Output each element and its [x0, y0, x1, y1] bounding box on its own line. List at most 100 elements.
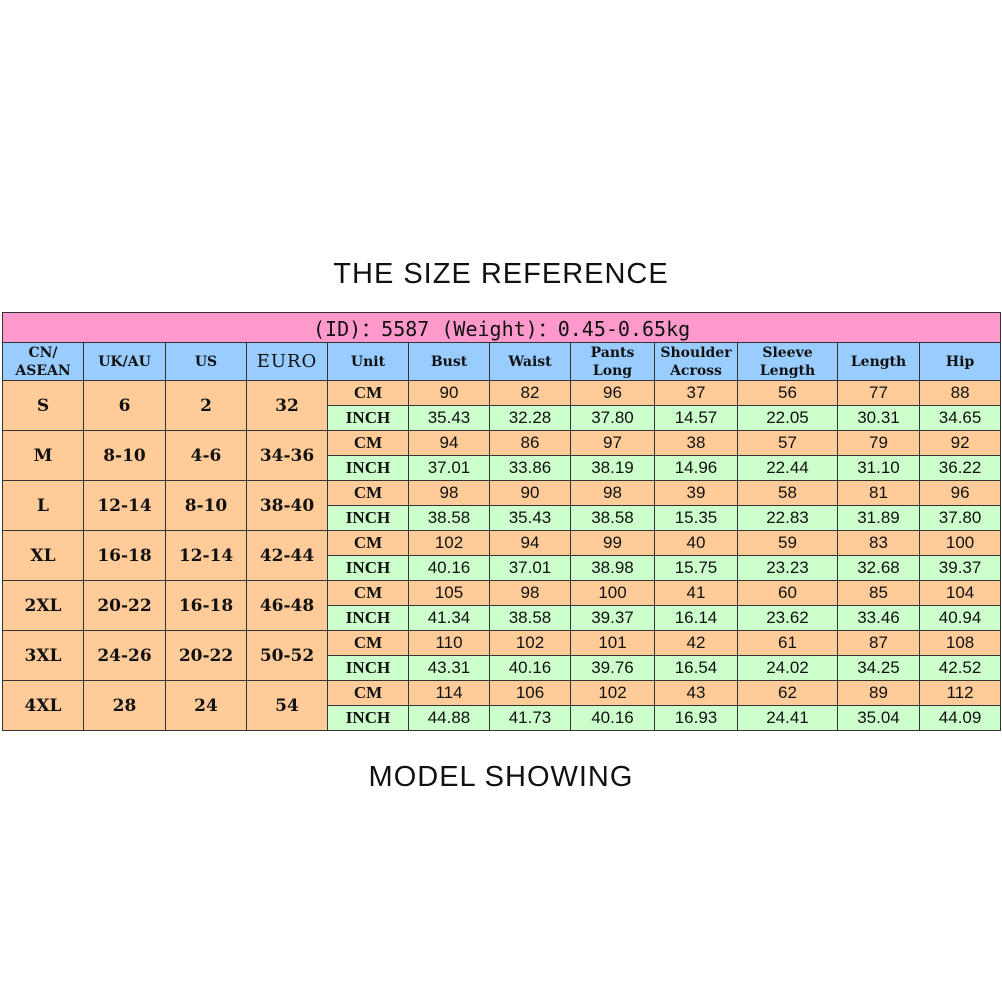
- measurement-cell: 112: [918, 680, 1002, 706]
- measurement-cell: 81: [837, 480, 920, 506]
- column-header: Length: [837, 342, 920, 381]
- measurement-cell: 100: [570, 580, 655, 606]
- measurement-cell: 102: [489, 630, 571, 656]
- table-row-cm: 4XL 28 24 54 CM 114 106 102 43 62 89 112: [2, 680, 1002, 731]
- measurement-cell: 16.93: [654, 705, 738, 731]
- size-euro: 42-44: [246, 530, 328, 581]
- measurement-cell: 30.31: [837, 405, 920, 431]
- info-bar-row: (ID)：5587 (Weight)：0.45-0.65kg: [1, 312, 1002, 343]
- measurement-cell: 88: [918, 380, 1002, 406]
- unit-label: INCH: [327, 705, 409, 731]
- unit-label: CM: [327, 530, 409, 556]
- size-cn: S: [2, 380, 84, 431]
- table-row-inch: INCH 40.16 37.01 38.98 15.75 23.23 32.68 39.37: [3, 555, 1002, 581]
- measurement-cell: 37.01: [408, 455, 490, 481]
- table-row-inch: INCH 44.88 41.73 40.16 16.93 24.41 35.04 44.09: [3, 705, 1002, 731]
- measurement-cell: 35.43: [489, 505, 571, 531]
- unit-label: INCH: [327, 605, 409, 631]
- measurement-cell: 42: [654, 630, 738, 656]
- column-header: Bust: [408, 342, 490, 381]
- measurement-cell: 16.54: [654, 655, 738, 681]
- measurement-cell: 38.58: [570, 505, 655, 531]
- measurement-cell: 106: [489, 680, 571, 706]
- column-header: CN/ ASEAN: [2, 342, 84, 381]
- measurement-cell: 39.37: [918, 555, 1002, 581]
- measurement-cell: 40: [654, 530, 738, 556]
- measurement-cell: 31.89: [837, 505, 920, 531]
- size-cn: 2XL: [2, 580, 84, 631]
- measurement-cell: 35.43: [408, 405, 490, 431]
- measurement-cell: 86: [489, 430, 571, 456]
- table-row-cm: S 6 2 32 CM 90 82 96 37 56 77 88: [2, 380, 1002, 431]
- unit-label: CM: [327, 630, 409, 656]
- measurement-cell: 40.94: [918, 605, 1002, 631]
- unit-label: INCH: [327, 505, 409, 531]
- measurement-cell: 96: [918, 480, 1002, 506]
- measurement-cell: 44.09: [918, 705, 1002, 731]
- measurement-cell: 22.44: [737, 455, 838, 481]
- measurement-cell: 42.52: [918, 655, 1002, 681]
- measurement-cell: 92: [918, 430, 1002, 456]
- table-row-cm: M 8-10 4-6 34-36 CM 94 86 97 38 57 79 92: [2, 430, 1002, 481]
- measurement-cell: 37.01: [489, 555, 571, 581]
- measurement-cell: 90: [408, 380, 490, 406]
- measurement-cell: 37.80: [570, 405, 655, 431]
- size-uk: 24-26: [83, 630, 166, 681]
- measurement-cell: 59: [737, 530, 838, 556]
- measurement-cell: 99: [570, 530, 655, 556]
- measurement-cell: 100: [918, 530, 1002, 556]
- measurement-cell: 82: [489, 380, 571, 406]
- measurement-cell: 38.58: [408, 505, 490, 531]
- measurement-cell: 34.25: [837, 655, 920, 681]
- measurement-cell: 43: [654, 680, 738, 706]
- measurement-cell: 16.14: [654, 605, 738, 631]
- measurement-cell: 85: [837, 580, 920, 606]
- unit-label: INCH: [327, 555, 409, 581]
- size-cn: L: [2, 480, 84, 531]
- size-us: 16-18: [165, 580, 247, 631]
- column-header: Unit: [327, 342, 409, 381]
- size-us: 20-22: [165, 630, 247, 681]
- measurement-cell: 38.98: [570, 555, 655, 581]
- measurement-cell: 102: [570, 680, 655, 706]
- unit-label: INCH: [327, 405, 409, 431]
- size-us: 8-10: [165, 480, 247, 531]
- measurement-cell: 108: [918, 630, 1002, 656]
- measurement-cell: 102: [408, 530, 490, 556]
- table-row-inch: INCH 35.43 32.28 37.80 14.57 22.05 30.31 34.65: [3, 405, 1002, 431]
- size-uk: 16-18: [83, 530, 166, 581]
- measurement-cell: 87: [837, 630, 920, 656]
- measurement-cell: 37: [654, 380, 738, 406]
- measurement-cell: 94: [408, 430, 490, 456]
- size-cn: XL: [2, 530, 84, 581]
- size-uk: 28: [83, 680, 166, 731]
- measurement-cell: 23.23: [737, 555, 838, 581]
- size-euro: 50-52: [246, 630, 328, 681]
- measurement-cell: 32.28: [489, 405, 571, 431]
- measurement-cell: 96: [570, 380, 655, 406]
- measurement-cell: 110: [408, 630, 490, 656]
- measurement-cell: 104: [918, 580, 1002, 606]
- measurement-cell: 105: [408, 580, 490, 606]
- column-header: EURO: [246, 342, 328, 381]
- measurement-cell: 14.57: [654, 405, 738, 431]
- column-header: Shoulder Across: [654, 342, 738, 381]
- size-euro: 46-48: [246, 580, 328, 631]
- measurement-cell: 37.80: [918, 505, 1002, 531]
- measurement-cell: 41.34: [408, 605, 490, 631]
- column-header: Waist: [489, 342, 571, 381]
- measurement-cell: 98: [408, 480, 490, 506]
- measurement-cell: 24.41: [737, 705, 838, 731]
- measurement-cell: 97: [570, 430, 655, 456]
- size-cn: 3XL: [2, 630, 84, 681]
- table-row-cm: L 12-14 8-10 38-40 CM 98 90 98 39 58 81 96: [2, 480, 1002, 531]
- unit-label: CM: [327, 580, 409, 606]
- size-cn: 4XL: [2, 680, 84, 731]
- measurement-cell: 62: [737, 680, 838, 706]
- measurement-cell: 38.58: [489, 605, 571, 631]
- measurement-cell: 83: [837, 530, 920, 556]
- header-row: CN/ ASEAN UK/AU US EURO Unit Bust Waist Pants L…: [2, 342, 1002, 381]
- measurement-cell: 41.73: [489, 705, 571, 731]
- size-uk: 20-22: [83, 580, 166, 631]
- measurement-cell: 34.65: [918, 405, 1002, 431]
